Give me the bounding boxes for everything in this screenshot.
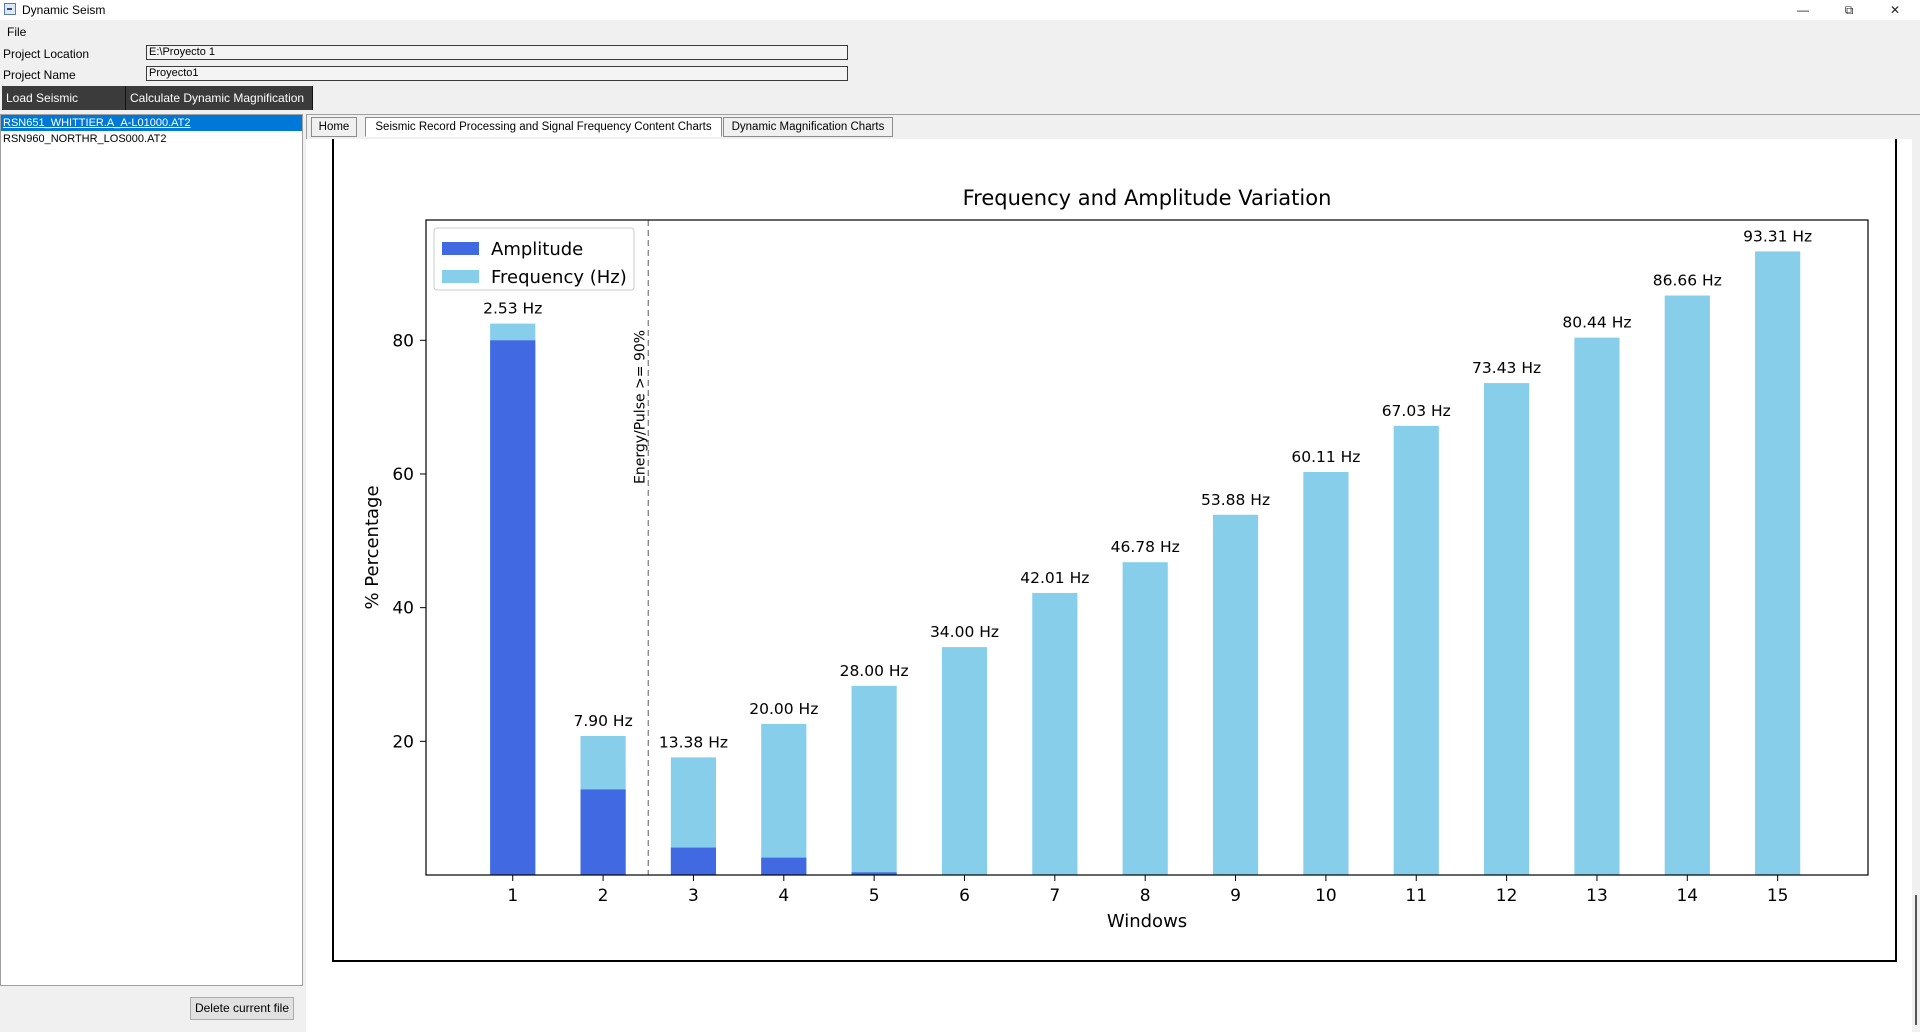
bar-label: 13.38 Hz (659, 733, 728, 751)
project-name-field[interactable]: Proyecto1 (146, 66, 848, 81)
bar-frequency (1303, 471, 1349, 875)
file-item[interactable]: RSN651_WHITTIER.A_A-L01000.AT2 (1, 115, 302, 131)
bar-frequency (1032, 592, 1078, 875)
delete-current-file-button[interactable]: Delete current file (190, 997, 294, 1020)
bar-chart: Frequency and Amplitude Variation 2.53 Hz… (362, 186, 1869, 932)
bar-frequency (761, 723, 807, 875)
x-tick-label: 1 (507, 886, 518, 906)
legend-swatch (442, 270, 479, 283)
bar-label: 46.78 Hz (1111, 538, 1180, 556)
x-tick-label: 14 (1676, 886, 1698, 906)
app-icon (4, 3, 16, 15)
bar-label: 53.88 Hz (1201, 491, 1270, 509)
load-seismic-records-button[interactable]: Load Seismic Records (2, 86, 126, 129)
chart-figure: Frequency and Amplitude Variation 2.53 Hz… (332, 139, 1897, 962)
x-tick-label: 7 (1049, 886, 1060, 906)
close-button[interactable]: ✕ (1889, 3, 1901, 17)
x-axis-label: Windows (1107, 911, 1187, 932)
x-tick-label: 4 (778, 886, 789, 906)
bar-label: 67.03 Hz (1382, 402, 1451, 420)
bar-frequency (941, 647, 988, 875)
project-location-field[interactable]: E:\Proyecto 1 (146, 45, 848, 60)
tab-home[interactable]: Home (311, 117, 357, 137)
plot-frame (425, 219, 1869, 876)
legend-label: Frequency (Hz) (491, 267, 627, 288)
x-tick-label: 9 (1230, 886, 1241, 906)
bar-amplitude (851, 872, 897, 875)
legend-swatch (442, 242, 479, 255)
bar-amplitude (580, 789, 626, 875)
bar-label: 34.00 Hz (930, 623, 999, 641)
bar-label: 80.44 Hz (1562, 314, 1631, 332)
scrollbar-thumb[interactable] (1915, 895, 1917, 1025)
bar-label: 93.31 Hz (1743, 227, 1812, 245)
tab-dynamic-magnification-charts[interactable]: Dynamic Magnification Charts (723, 117, 893, 137)
vertical-scrollbar[interactable] (1912, 139, 1920, 1032)
menu-bar: File (0, 22, 1920, 40)
maximize-button[interactable]: ⧉ (1844, 3, 1854, 17)
bar-label: 73.43 Hz (1472, 359, 1541, 377)
menu-file[interactable]: File (7, 25, 27, 39)
bar-label: 7.90 Hz (573, 712, 632, 730)
bar-frequency (851, 685, 897, 875)
bar-label: 60.11 Hz (1291, 448, 1360, 466)
x-tick-label: 15 (1767, 886, 1789, 906)
file-list[interactable]: RSN651_WHITTIER.A_A-L01000.AT2 RSN960_NO… (0, 114, 303, 986)
window-title: Dynamic Seism (22, 3, 106, 17)
bar-frequency (1484, 383, 1530, 875)
minimize-button[interactable]: — (1797, 3, 1809, 17)
legend-label: Amplitude (491, 239, 583, 260)
x-tick-label: 10 (1315, 886, 1337, 906)
bar-frequency (1212, 514, 1259, 875)
bar-label: 20.00 Hz (749, 700, 818, 718)
calculate-dynamic-magnification-button[interactable]: Calculate Dynamic Magnification (126, 86, 313, 110)
title-bar: Dynamic Seism — ⧉ ✕ (0, 0, 1920, 20)
y-tick-label: 20 (392, 732, 414, 752)
annotation-text: Energy/Pulse >= 90% (632, 330, 648, 484)
bar-frequency (1574, 337, 1620, 875)
x-tick-label: 3 (688, 886, 699, 906)
legend-box (433, 227, 635, 291)
y-tick-label: 60 (392, 465, 414, 485)
chart-title: Frequency and Amplitude Variation (963, 186, 1332, 210)
bar-label: 42.01 Hz (1020, 569, 1089, 587)
y-tick-label: 80 (392, 331, 414, 351)
y-axis-label: % Percentage (362, 485, 383, 609)
bar-label: 86.66 Hz (1653, 272, 1722, 290)
bar-frequency (1122, 562, 1168, 875)
x-tick-label: 6 (959, 886, 970, 906)
x-tick-label: 2 (598, 886, 609, 906)
x-tick-label: 12 (1496, 886, 1518, 906)
project-location-label: Project Location (3, 47, 90, 61)
bar-amplitude (490, 340, 536, 875)
x-tick-label: 5 (869, 886, 880, 906)
project-name-label: Project Name (3, 68, 76, 82)
bar-amplitude (761, 857, 807, 875)
bar-label: 28.00 Hz (840, 662, 909, 680)
tab-bar: Home Seismic Record Processing and Signa… (306, 114, 1920, 139)
bar-amplitude (670, 847, 717, 875)
x-tick-label: 8 (1140, 886, 1151, 906)
bar-label: 2.53 Hz (483, 300, 542, 318)
x-tick-label: 11 (1405, 886, 1427, 906)
file-item[interactable]: RSN960_NORTHR_LOS000.AT2 (3, 133, 167, 145)
bar-frequency (1755, 251, 1801, 875)
y-tick-label: 40 (392, 599, 414, 619)
tab-seismic-record-processing[interactable]: Seismic Record Processing and Signal Fre… (365, 117, 722, 137)
bar-frequency (1664, 295, 1710, 875)
bar-frequency (1393, 425, 1439, 875)
x-tick-label: 13 (1586, 886, 1608, 906)
